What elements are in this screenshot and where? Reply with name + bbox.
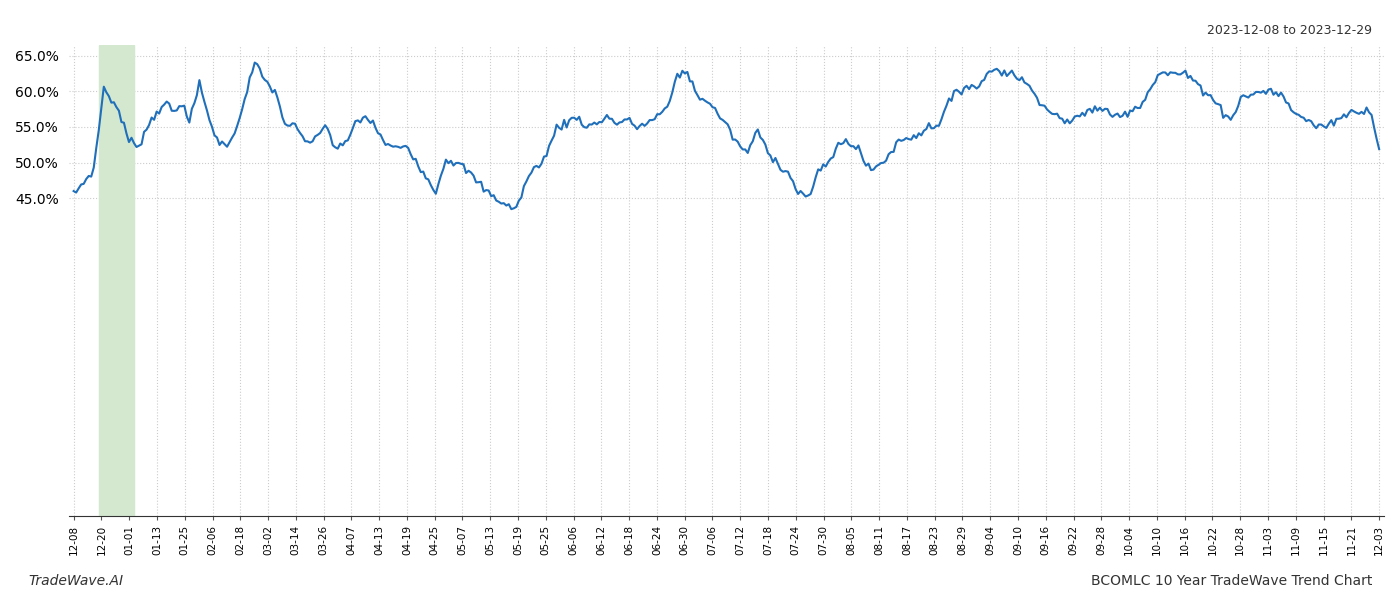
Text: 2023-12-08 to 2023-12-29: 2023-12-08 to 2023-12-29: [1207, 24, 1372, 37]
Text: TradeWave.AI: TradeWave.AI: [28, 574, 123, 588]
Text: BCOMLC 10 Year TradeWave Trend Chart: BCOMLC 10 Year TradeWave Trend Chart: [1091, 574, 1372, 588]
Bar: [99, 45, 134, 516]
